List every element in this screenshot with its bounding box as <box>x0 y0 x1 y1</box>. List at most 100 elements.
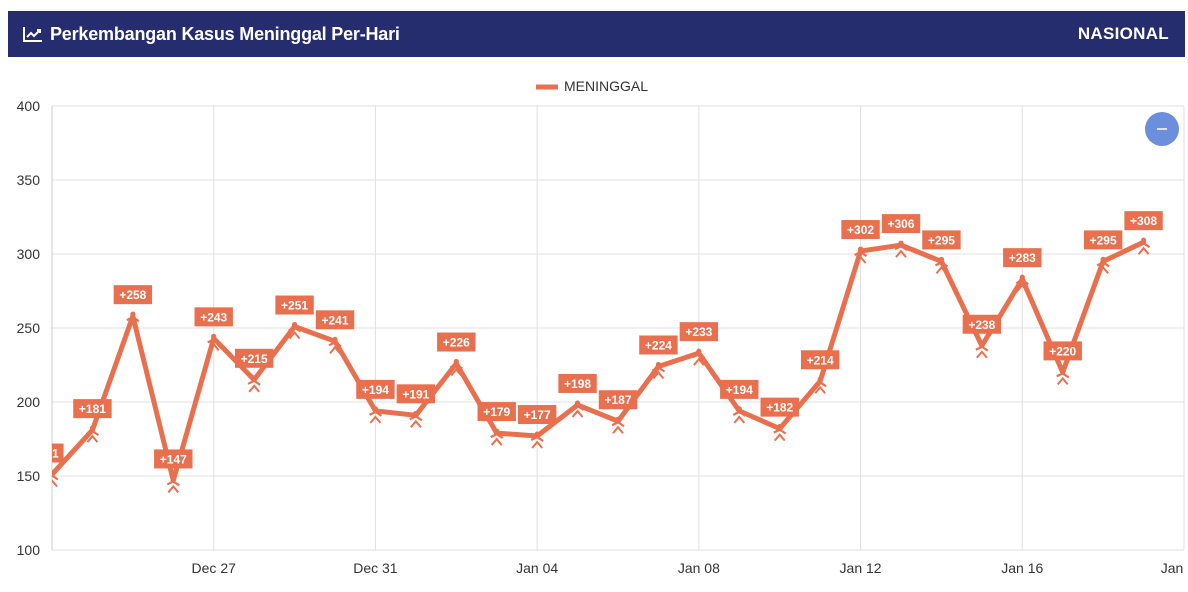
zoom-out-button[interactable] <box>1145 112 1179 146</box>
marker-legs <box>1016 283 1029 292</box>
data-label: +258 <box>113 285 153 305</box>
data-point-marker[interactable] <box>207 333 221 352</box>
marker-legs <box>127 320 139 329</box>
data-point-marker[interactable] <box>530 431 544 449</box>
data-label-text: +308 <box>1130 214 1157 228</box>
scope-label: NASIONAL <box>1077 24 1169 43</box>
data-point-marker[interactable] <box>1056 367 1070 386</box>
data-label: +220 <box>1043 341 1082 361</box>
data-point-marker[interactable] <box>651 361 666 380</box>
marker-legs <box>814 385 826 394</box>
data-point-marker[interactable] <box>328 336 342 354</box>
x-tick-label: Jan 16 <box>1001 560 1043 576</box>
data-label-text: +147 <box>160 452 187 466</box>
marker-head <box>453 358 459 365</box>
data-point-marker[interactable] <box>166 475 180 494</box>
marker-legs <box>52 478 58 488</box>
marker-arms <box>126 315 140 323</box>
data-label-text: +306 <box>887 217 914 231</box>
data-point-marker[interactable] <box>773 424 787 442</box>
legend[interactable]: MENINGGAL <box>536 78 648 94</box>
data-point-marker[interactable] <box>490 428 504 446</box>
data-label-bg <box>315 310 355 330</box>
data-label-text: +251 <box>281 299 308 313</box>
marker-arms <box>85 429 100 437</box>
marker-legs <box>935 265 948 275</box>
data-label-bg <box>962 314 1002 334</box>
marker-head <box>211 333 217 339</box>
data-label: +295 <box>922 230 961 250</box>
data-point-marker[interactable] <box>611 416 625 434</box>
data-label: +243 <box>194 307 233 327</box>
data-label: +224 <box>639 335 678 355</box>
data-point-marker[interactable] <box>126 311 140 329</box>
marker-legs <box>1097 265 1109 275</box>
marker-arms <box>1056 372 1070 379</box>
data-point-marker[interactable] <box>409 410 423 428</box>
data-point-marker[interactable] <box>692 348 706 366</box>
marker-arms <box>52 474 59 481</box>
marker-legs <box>976 350 988 359</box>
data-point-marker[interactable] <box>1137 237 1151 255</box>
data-label: +226 <box>437 332 476 352</box>
marker-head <box>170 475 176 482</box>
data-label-bg <box>1083 230 1123 250</box>
data-label-bg <box>679 322 719 342</box>
x-tick-label: Jan 08 <box>678 560 720 576</box>
data-point-marker[interactable] <box>571 400 585 418</box>
chart-area: 100 150 200 250 300 350 400 Dec 27 Dec 31 Jan 04 J… <box>0 70 1188 587</box>
marker-arms <box>530 435 544 442</box>
legend-label: MENINGGAL <box>564 78 648 94</box>
data-point-marker[interactable] <box>368 406 383 424</box>
data-point-marker[interactable] <box>975 341 989 359</box>
marker-legs <box>329 345 341 354</box>
data-label: +308 <box>1124 211 1163 231</box>
data-label-text: +243 <box>200 310 227 324</box>
marker-head <box>736 406 742 412</box>
marker-legs <box>693 357 705 366</box>
marker-arms <box>328 341 342 348</box>
marker-legs <box>895 249 907 258</box>
data-label-bg <box>396 384 436 404</box>
marker-arms <box>1015 278 1029 286</box>
data-label-bg <box>275 295 314 315</box>
marker-arms <box>449 363 463 370</box>
data-label-bg <box>517 405 557 425</box>
data-label-text: +258 <box>119 288 146 302</box>
data-label-bg <box>922 230 961 250</box>
header-title-group: Perkembangan Kasus Meninggal Per-Hari <box>22 24 400 45</box>
data-point-marker[interactable] <box>732 406 746 424</box>
data-label-bg <box>52 443 64 463</box>
marker-head <box>817 376 823 382</box>
marker-arms <box>1137 241 1151 249</box>
data-point-marker[interactable] <box>894 240 908 258</box>
data-point-marker[interactable] <box>288 321 302 340</box>
data-point-marker[interactable] <box>46 469 59 488</box>
marker-head <box>534 431 540 437</box>
data-label-bg <box>598 390 638 410</box>
marker-arms <box>207 338 221 345</box>
data-label: +147 <box>154 449 193 469</box>
data-label-text: +238 <box>968 318 995 332</box>
data-point-marker[interactable] <box>813 376 827 394</box>
data-point-marker[interactable] <box>449 358 463 377</box>
data-point-marker[interactable] <box>934 256 949 275</box>
data-label-text: +226 <box>443 336 470 350</box>
data-point-marker[interactable] <box>85 425 100 443</box>
data-point-marker[interactable] <box>247 375 261 393</box>
data-label: +191 <box>396 384 436 404</box>
marker-arms <box>651 366 666 373</box>
marker-head <box>938 256 945 262</box>
data-point-marker[interactable] <box>1015 274 1029 292</box>
data-label-bg <box>356 379 395 399</box>
data-label-text: +224 <box>645 338 672 352</box>
data-point-marker[interactable] <box>854 246 868 264</box>
marker-arms <box>854 250 868 257</box>
data-point-marker[interactable] <box>1096 256 1110 275</box>
data-label: +233 <box>679 322 719 342</box>
marker-head <box>574 400 581 406</box>
data-label-bg <box>639 335 678 355</box>
marker-arms <box>732 410 746 417</box>
data-label: +194 <box>356 379 395 399</box>
marker-head <box>251 375 257 381</box>
